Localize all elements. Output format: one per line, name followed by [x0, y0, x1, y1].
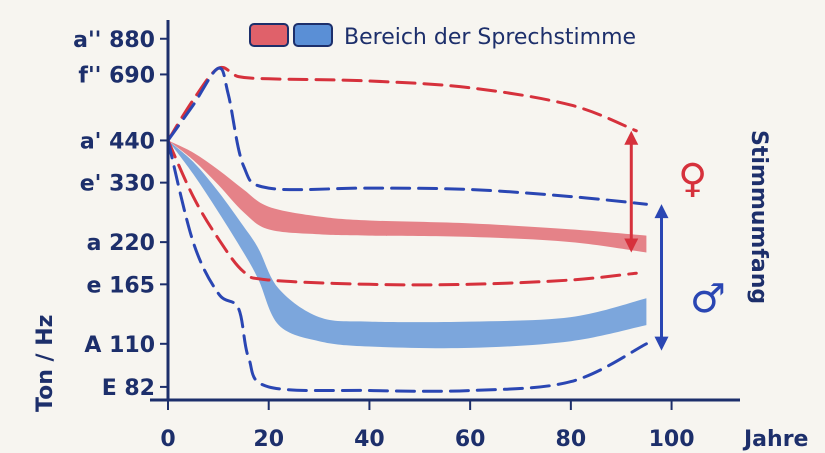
x-tick-label: 0 [160, 427, 175, 452]
legend-label: Bereich der Sprechstimme [344, 25, 636, 50]
x-tick-label: 40 [354, 427, 385, 452]
vocal-range-lines [166, 65, 648, 393]
y-axis-label: Ton / Hz [33, 315, 58, 412]
x-tick-label: 60 [455, 427, 486, 452]
y-tick-label: e 165 [86, 273, 155, 298]
y-tick-label: e' 330 [80, 172, 155, 197]
range-arrows [624, 130, 669, 351]
x-axis-label: Jahre [742, 427, 808, 452]
y-tick-label: a 220 [87, 231, 155, 256]
x-tick-labels: 0 20 40 60 80 100 [160, 400, 695, 452]
range-line [166, 66, 648, 206]
female-symbol: ♀ [678, 156, 707, 202]
y-tick-label: f'' 690 [78, 63, 155, 88]
band-male [168, 140, 647, 349]
legend-swatch-female [249, 23, 289, 47]
y-tick-label: a' 440 [80, 129, 155, 154]
range-arrow-head [624, 238, 639, 253]
range-arrow-head [654, 336, 669, 351]
legend-swatch-male [293, 23, 333, 47]
range-arrow-head [624, 130, 639, 145]
range-arrow-head [654, 204, 669, 219]
band-female [168, 140, 647, 253]
y-tick-label: a'' 880 [73, 28, 155, 53]
male-symbol: ♂ [690, 276, 726, 322]
right-axis-label: Stimmumfang [746, 130, 771, 304]
x-tick-label: 20 [253, 427, 284, 452]
range-line [166, 65, 638, 142]
legend: Bereich der Sprechstimme [249, 23, 636, 50]
y-tick-label: A 110 [84, 333, 155, 358]
y-tick-label: E 82 [102, 376, 155, 401]
x-tick-label: 100 [649, 427, 695, 452]
range-line [166, 138, 648, 393]
range-line [166, 138, 638, 287]
y-tick-labels: a'' 880 f'' 690 a' 440 e' 330 a 220 e 165 A 11… [73, 28, 168, 401]
x-tick-label: 80 [556, 427, 587, 452]
speaking-voice-bands [168, 140, 647, 349]
